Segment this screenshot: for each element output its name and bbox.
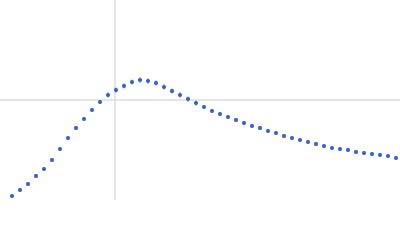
point: [298, 138, 302, 142]
point: [226, 115, 230, 119]
point: [58, 147, 62, 151]
point: [346, 148, 350, 152]
page: (() => { const data = JSON.parse(documen…: [0, 0, 400, 200]
point: [330, 146, 334, 150]
point: [122, 84, 126, 88]
point: [114, 88, 118, 92]
point: [50, 158, 54, 162]
point: [34, 174, 38, 178]
point: [322, 144, 326, 148]
point: [130, 80, 134, 84]
point: [282, 134, 286, 138]
point: [82, 117, 86, 121]
point: [26, 182, 30, 186]
point: [186, 97, 190, 101]
point: [106, 93, 110, 97]
point: [218, 112, 222, 116]
point: [170, 89, 174, 93]
point: [178, 93, 182, 97]
point: [274, 131, 278, 135]
point: [210, 109, 214, 113]
point: [378, 153, 382, 157]
point: [290, 136, 294, 140]
point: [338, 147, 342, 151]
point: [306, 140, 310, 144]
point: [362, 151, 366, 155]
point: [354, 150, 358, 154]
point: [314, 142, 318, 146]
point: [258, 126, 262, 130]
point: [90, 108, 94, 112]
point: [18, 188, 22, 192]
point: [146, 79, 150, 83]
point: [202, 105, 206, 109]
point: [394, 156, 398, 160]
point: [10, 194, 14, 198]
point: [74, 126, 78, 130]
point: [242, 121, 246, 125]
chart: [0, 0, 400, 200]
point: [386, 154, 390, 158]
point: [138, 78, 142, 82]
point: [66, 136, 70, 140]
point: [194, 101, 198, 105]
point: [250, 124, 254, 128]
point: [42, 167, 46, 171]
point: [266, 129, 270, 133]
point: [370, 152, 374, 156]
point: [234, 118, 238, 122]
point: [162, 85, 166, 89]
point: [154, 81, 158, 85]
point: [98, 100, 102, 104]
